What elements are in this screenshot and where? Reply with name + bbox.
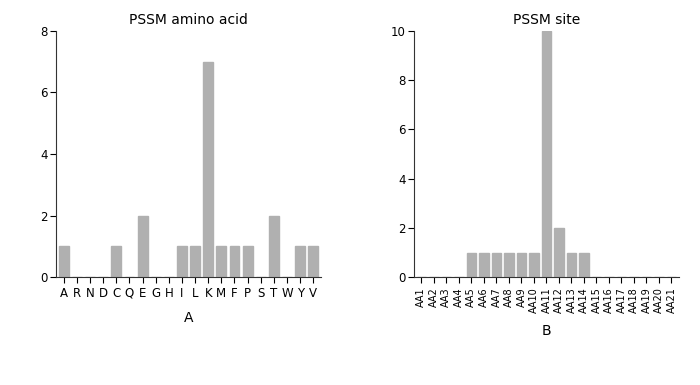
Bar — [517, 253, 526, 277]
Bar — [59, 246, 69, 277]
Title: PSSM amino acid: PSSM amino acid — [129, 13, 248, 27]
Bar — [138, 216, 148, 277]
Bar — [269, 216, 279, 277]
Bar — [554, 228, 564, 277]
Bar — [230, 246, 239, 277]
X-axis label: A: A — [184, 311, 193, 325]
Bar — [243, 246, 253, 277]
Bar — [216, 246, 226, 277]
X-axis label: B: B — [542, 324, 552, 338]
Bar — [467, 253, 476, 277]
Bar — [190, 246, 200, 277]
Bar — [111, 246, 121, 277]
Bar — [295, 246, 305, 277]
Bar — [203, 62, 214, 277]
Bar — [504, 253, 514, 277]
Bar — [580, 253, 589, 277]
Bar — [529, 253, 538, 277]
Bar — [177, 246, 187, 277]
Title: PSSM site: PSSM site — [513, 13, 580, 27]
Bar — [491, 253, 501, 277]
Bar — [542, 31, 551, 277]
Bar — [567, 253, 576, 277]
Bar — [480, 253, 489, 277]
Bar — [308, 246, 318, 277]
